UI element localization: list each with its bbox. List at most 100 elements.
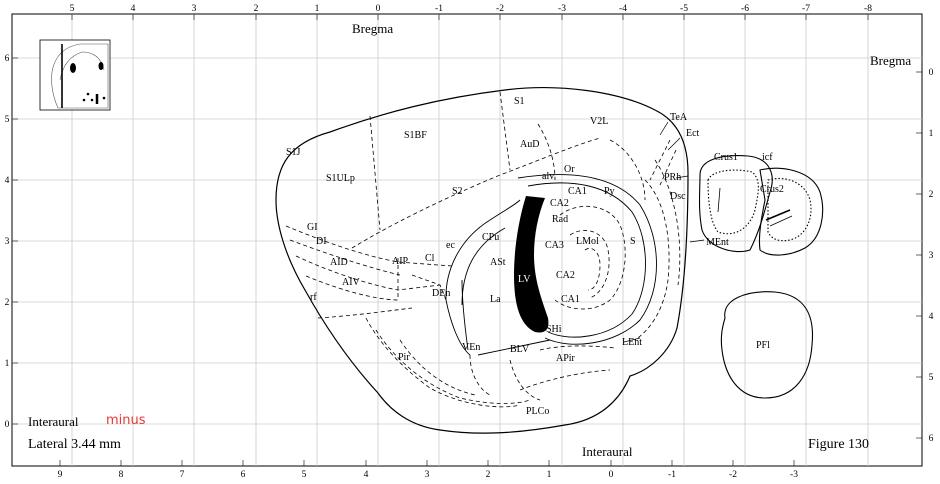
bottom-tick: 7 bbox=[180, 470, 185, 480]
label-S1ULp: S1ULp bbox=[326, 173, 355, 184]
label-SHi: SHi bbox=[546, 324, 562, 335]
left-axis-labels: 6 5 4 3 2 1 0 bbox=[5, 54, 10, 430]
label-Crus2: Crus2 bbox=[760, 184, 784, 195]
top-tick: -3 bbox=[558, 4, 566, 14]
top-tick: -8 bbox=[864, 4, 872, 14]
bottom-tick: 1 bbox=[547, 470, 552, 480]
label-CA2-mid: CA2 bbox=[556, 270, 575, 281]
label-AIV: AIV bbox=[342, 277, 361, 288]
label-V2L: V2L bbox=[590, 116, 608, 127]
label-LV: LV bbox=[518, 274, 531, 285]
label-rf: rf bbox=[310, 292, 317, 303]
label-CA3: CA3 bbox=[545, 240, 564, 251]
label-BLV: BLV bbox=[510, 344, 530, 355]
bottom-tick: 8 bbox=[119, 470, 124, 480]
right-tick: 2 bbox=[929, 190, 934, 200]
lateral-ventricle bbox=[514, 196, 549, 333]
label-ASt: ASt bbox=[490, 257, 506, 268]
bregma-top-label: Bregma bbox=[352, 21, 393, 36]
label-La: La bbox=[490, 294, 501, 305]
label-Crus1: Crus1 bbox=[714, 152, 738, 163]
leader-lines bbox=[623, 121, 705, 343]
top-tick: 5 bbox=[70, 4, 75, 14]
interaural-bottom-label: Interaural bbox=[582, 444, 633, 459]
right-tick: 5 bbox=[929, 373, 934, 383]
bottom-tick: 4 bbox=[364, 470, 369, 480]
label-S1: S1 bbox=[514, 96, 525, 107]
bottom-tick: 3 bbox=[425, 470, 430, 480]
bottom-tick: -3 bbox=[790, 470, 798, 480]
top-tick: 3 bbox=[192, 4, 197, 14]
label-DEn: DEn bbox=[432, 288, 450, 299]
top-tick: -1 bbox=[435, 4, 443, 14]
bottom-tick: 0 bbox=[609, 470, 614, 480]
right-tick: 4 bbox=[929, 312, 934, 322]
label-AIP: AIP bbox=[392, 256, 409, 267]
label-MEnt: MEnt bbox=[706, 237, 729, 248]
label-PLCo: PLCo bbox=[526, 406, 549, 417]
left-tick: 4 bbox=[5, 176, 10, 186]
label-LEnt: LEnt bbox=[622, 337, 642, 348]
top-tick: 0 bbox=[376, 4, 381, 14]
region-boundaries bbox=[285, 91, 681, 408]
label-Dsc: Dsc bbox=[670, 191, 686, 202]
figure-number: Figure 130 bbox=[808, 437, 869, 452]
label-AuD: AuD bbox=[520, 139, 539, 150]
top-axis-labels: 5 4 3 2 1 0 -1 -2 -3 -4 -5 -6 -7 -8 bbox=[70, 4, 873, 14]
top-tick: -4 bbox=[619, 4, 627, 14]
right-tick: 1 bbox=[929, 129, 934, 139]
right-tick: 6 bbox=[929, 434, 934, 444]
top-tick: 1 bbox=[315, 4, 320, 14]
minus-label: minus bbox=[106, 413, 146, 428]
left-tick: 1 bbox=[5, 359, 10, 369]
bottom-tick: 9 bbox=[58, 470, 63, 480]
left-tick: 2 bbox=[5, 298, 10, 308]
right-axis-labels: 0 1 2 3 4 5 6 bbox=[929, 68, 934, 444]
label-S1BF: S1BF bbox=[404, 130, 427, 141]
label-Pir: Pir bbox=[398, 352, 410, 363]
right-tick: 0 bbox=[929, 68, 934, 78]
label-Or: Or bbox=[564, 164, 575, 175]
label-CA1-top: CA1 bbox=[568, 186, 587, 197]
plot-frame bbox=[11, 13, 923, 467]
left-tick: 6 bbox=[5, 54, 10, 64]
bottom-axis-labels: 9 8 7 6 5 4 3 2 1 0 -1 -2 -3 bbox=[58, 470, 799, 480]
label-icf: icf bbox=[762, 152, 773, 163]
label-AID: AID bbox=[330, 257, 348, 268]
top-tick: -6 bbox=[741, 4, 749, 14]
top-tick: 2 bbox=[254, 4, 259, 14]
bregma-right-label: Bregma bbox=[870, 53, 911, 68]
label-S: S bbox=[630, 236, 636, 247]
bottom-tick: -1 bbox=[668, 470, 676, 480]
tick-marks bbox=[12, 14, 922, 466]
label-ec: ec bbox=[446, 240, 455, 251]
label-LMol: LMol bbox=[576, 236, 599, 247]
label-CPu: CPu bbox=[482, 232, 499, 243]
label-TeA: TeA bbox=[670, 112, 688, 123]
label-Rad: Rad bbox=[552, 214, 568, 225]
left-tick: 5 bbox=[5, 115, 10, 125]
label-Py: Py bbox=[604, 186, 615, 197]
left-tick: 3 bbox=[5, 237, 10, 247]
label-DI: DI bbox=[316, 236, 327, 247]
left-tick: 0 bbox=[5, 420, 10, 430]
interaural-left-label: Interaural bbox=[28, 414, 79, 429]
label-GI: GI bbox=[307, 222, 318, 233]
bottom-tick: 6 bbox=[241, 470, 246, 480]
label-alv: alv bbox=[542, 171, 554, 182]
label-CA1-mid: CA1 bbox=[561, 294, 580, 305]
lateral-label: Lateral 3.44 mm bbox=[28, 437, 121, 452]
label-S1J: S1J bbox=[286, 147, 301, 158]
brain-section-thumbnail-icon bbox=[39, 39, 111, 111]
right-tick: 3 bbox=[929, 251, 934, 261]
label-VEn: VEn bbox=[462, 342, 480, 353]
label-PRh: PRh bbox=[664, 172, 681, 183]
label-CA2-top: CA2 bbox=[550, 198, 569, 209]
top-tick: -2 bbox=[496, 4, 504, 14]
cerebellum bbox=[698, 155, 824, 399]
label-PFl: PFl bbox=[756, 340, 770, 351]
label-APir: APir bbox=[556, 353, 576, 364]
top-tick: -7 bbox=[802, 4, 810, 14]
label-S2: S2 bbox=[452, 186, 463, 197]
